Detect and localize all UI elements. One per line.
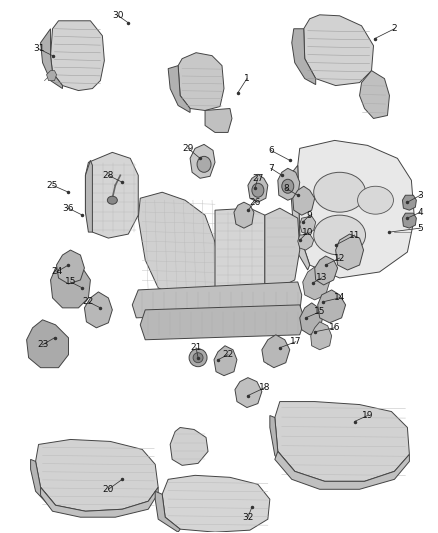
Text: 5: 5	[417, 224, 423, 232]
Text: 8: 8	[283, 184, 289, 193]
Polygon shape	[360, 71, 389, 118]
Text: 21: 21	[191, 343, 202, 352]
Polygon shape	[298, 140, 414, 278]
Ellipse shape	[197, 156, 211, 172]
Polygon shape	[132, 282, 302, 318]
Ellipse shape	[252, 183, 264, 197]
Text: 22: 22	[223, 350, 233, 359]
Polygon shape	[403, 195, 417, 210]
Text: 36: 36	[63, 204, 74, 213]
Text: 16: 16	[329, 324, 340, 332]
Polygon shape	[50, 21, 104, 91]
Polygon shape	[318, 290, 346, 323]
Polygon shape	[168, 66, 190, 112]
Polygon shape	[235, 378, 262, 408]
Text: 10: 10	[302, 228, 314, 237]
Polygon shape	[190, 144, 215, 178]
Polygon shape	[31, 459, 56, 509]
Text: 22: 22	[83, 297, 94, 306]
Text: 15: 15	[314, 308, 325, 317]
Polygon shape	[205, 109, 232, 132]
Text: 12: 12	[334, 254, 345, 263]
Polygon shape	[57, 250, 85, 284]
Polygon shape	[262, 335, 290, 368]
Text: 15: 15	[65, 278, 76, 286]
Polygon shape	[300, 303, 323, 335]
Polygon shape	[336, 234, 364, 270]
Text: 32: 32	[242, 513, 254, 522]
Text: 20: 20	[102, 485, 114, 494]
Polygon shape	[170, 427, 208, 465]
Polygon shape	[314, 256, 338, 285]
Ellipse shape	[314, 172, 366, 212]
Polygon shape	[265, 208, 300, 295]
Text: 14: 14	[334, 293, 345, 302]
Text: 7: 7	[268, 164, 274, 173]
Polygon shape	[311, 322, 332, 350]
Polygon shape	[41, 487, 158, 517]
Polygon shape	[35, 439, 158, 511]
Polygon shape	[138, 192, 218, 298]
Polygon shape	[46, 71, 57, 80]
Text: 3: 3	[417, 191, 423, 200]
Text: 1: 1	[244, 74, 250, 83]
Text: 27: 27	[252, 174, 264, 183]
Polygon shape	[85, 152, 138, 238]
Text: 19: 19	[362, 411, 373, 420]
Text: 2: 2	[392, 25, 397, 33]
Polygon shape	[41, 29, 63, 88]
Polygon shape	[140, 305, 305, 340]
Text: 9: 9	[307, 211, 313, 220]
Text: 11: 11	[349, 231, 360, 240]
Polygon shape	[303, 267, 330, 300]
Text: 23: 23	[37, 340, 48, 349]
Polygon shape	[290, 165, 310, 270]
Polygon shape	[27, 320, 68, 368]
Text: 31: 31	[33, 44, 44, 53]
Text: 28: 28	[102, 171, 114, 180]
Text: 13: 13	[316, 273, 328, 282]
Polygon shape	[234, 202, 254, 228]
Text: 6: 6	[268, 146, 274, 155]
Polygon shape	[293, 186, 314, 215]
Polygon shape	[270, 416, 295, 475]
Text: 4: 4	[417, 208, 423, 217]
Text: 17: 17	[290, 337, 301, 346]
Text: 25: 25	[47, 181, 58, 190]
Text: 29: 29	[182, 144, 194, 153]
Ellipse shape	[314, 215, 366, 255]
Polygon shape	[300, 216, 316, 234]
Polygon shape	[298, 234, 314, 250]
Ellipse shape	[282, 179, 294, 193]
Polygon shape	[178, 53, 224, 110]
Polygon shape	[85, 160, 92, 232]
Text: 18: 18	[259, 383, 271, 392]
Polygon shape	[85, 292, 112, 328]
Polygon shape	[50, 260, 90, 308]
Polygon shape	[278, 168, 300, 200]
Polygon shape	[403, 213, 417, 228]
Polygon shape	[292, 29, 316, 85]
Polygon shape	[215, 208, 265, 298]
Polygon shape	[275, 401, 410, 481]
Polygon shape	[162, 475, 270, 532]
Text: 24: 24	[51, 268, 62, 277]
Polygon shape	[304, 15, 374, 86]
Ellipse shape	[193, 353, 203, 362]
Ellipse shape	[189, 349, 207, 367]
Ellipse shape	[357, 186, 393, 214]
Polygon shape	[248, 174, 268, 202]
Polygon shape	[214, 346, 237, 376]
Polygon shape	[275, 451, 410, 489]
Polygon shape	[155, 491, 180, 532]
Text: 26: 26	[249, 198, 261, 207]
Text: 30: 30	[113, 11, 124, 20]
Ellipse shape	[107, 196, 117, 204]
